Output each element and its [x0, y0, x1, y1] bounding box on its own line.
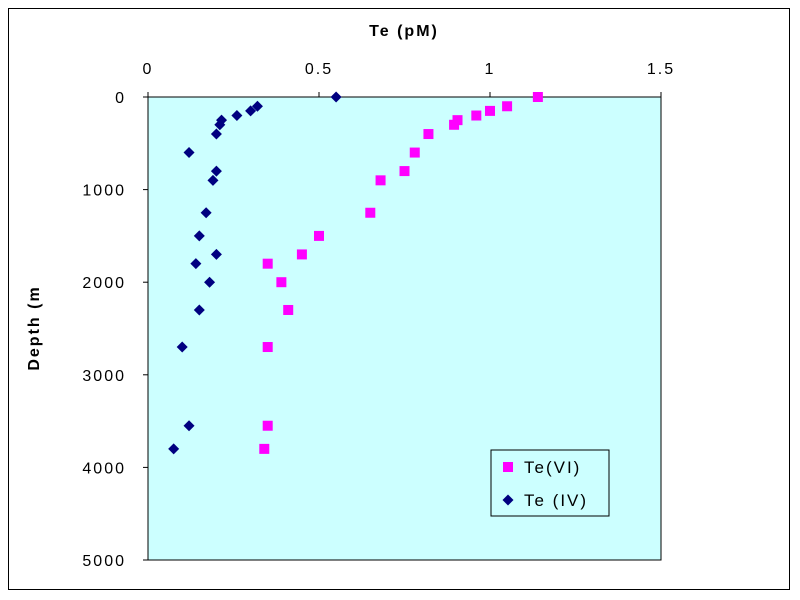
- data-point-diamond: [231, 110, 243, 122]
- data-point-square: [262, 258, 273, 269]
- data-point-square: [296, 249, 307, 260]
- x-tick-label: 0.5: [305, 61, 333, 78]
- data-point-square: [276, 277, 287, 288]
- data-point-square: [365, 207, 376, 218]
- data-point-diamond: [183, 147, 195, 159]
- data-point-diamond: [210, 128, 222, 140]
- x-tick-label: 0: [143, 61, 154, 78]
- legend-label: Te (IV): [524, 491, 588, 510]
- data-point-square: [485, 105, 495, 116]
- data-point-diamond: [204, 276, 216, 288]
- data-point-square: [471, 110, 482, 121]
- y-tick-label: 5000: [82, 553, 126, 570]
- series-layer: [168, 91, 543, 455]
- data-point-diamond: [245, 105, 257, 117]
- data-point-diamond: [190, 258, 202, 270]
- x-tick-label: 1.5: [647, 61, 675, 78]
- y-tick-label: 3000: [82, 368, 126, 385]
- data-point-square: [262, 420, 273, 431]
- data-point-diamond: [210, 248, 222, 260]
- data-point-diamond: [193, 304, 205, 316]
- data-point-square: [449, 119, 460, 130]
- series-te-vi: [259, 92, 543, 454]
- legend-marker-square: [503, 462, 513, 472]
- data-point-diamond: [193, 230, 205, 242]
- data-point-square: [375, 175, 386, 186]
- axes-layer: [147, 96, 661, 560]
- legend-marker-diamond: [502, 494, 514, 506]
- data-point-diamond: [210, 165, 222, 177]
- data-point-diamond: [214, 119, 226, 131]
- data-point-square: [502, 101, 513, 112]
- legend-box: [490, 449, 610, 517]
- data-point-diamond: [168, 443, 180, 455]
- data-point-diamond: [183, 420, 195, 432]
- legend: Te(VI) Te (IV): [490, 449, 610, 517]
- y-tick-label: 1000: [82, 183, 126, 200]
- data-point-diamond: [330, 91, 342, 103]
- data-point-square: [314, 230, 324, 241]
- data-point-diamond: [200, 207, 212, 219]
- data-point-square: [409, 147, 420, 158]
- data-point-square: [259, 443, 270, 454]
- data-point-square: [423, 129, 434, 140]
- data-point-diamond: [207, 174, 219, 186]
- ticks-layer: 0 0.5 1 1.5 0 1000 2000 3000 4000 5000: [82, 61, 675, 570]
- data-point-diamond: [176, 341, 188, 353]
- x-axis-title: Te (pM): [369, 23, 439, 40]
- legend-items: Te(VI) Te (IV): [502, 458, 588, 510]
- y-tick-label: 2000: [82, 275, 126, 292]
- data-point-square: [532, 92, 543, 102]
- y-tick-label: 4000: [82, 460, 126, 477]
- data-point-square: [283, 304, 294, 315]
- series-te-iv: [168, 91, 342, 455]
- y-tick-label: 0: [115, 90, 126, 107]
- x-tick-label: 1: [485, 61, 496, 78]
- data-point-diamond: [251, 100, 263, 112]
- y-axis-title: Depth (m: [26, 285, 43, 370]
- data-point-square: [262, 342, 273, 353]
- legend-label: Te(VI): [524, 458, 581, 477]
- data-point-square: [399, 166, 410, 177]
